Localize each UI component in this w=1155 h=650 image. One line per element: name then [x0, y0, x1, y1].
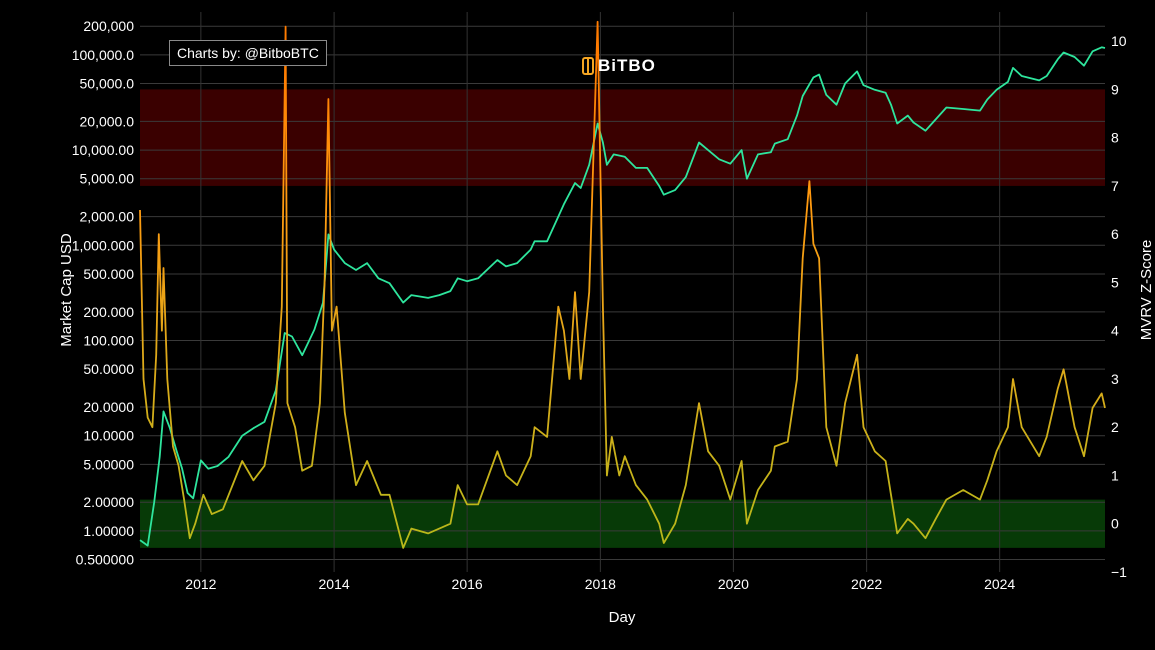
zone-undervalued: [140, 499, 1105, 548]
series-layer: [139, 20, 1106, 549]
y-left-tick-label: 200,000: [83, 18, 134, 34]
y-right-tick-label: 5: [1111, 274, 1119, 290]
y-left-tick-label: 20.0000: [83, 399, 134, 415]
y-right-axis-title: MVRV Z-Score: [1138, 240, 1155, 341]
y-left-tick-label: 20,000.0: [80, 113, 135, 129]
y-right-tick-label: 8: [1111, 130, 1119, 146]
y-left-tick-label: 0.500000: [76, 552, 135, 568]
x-tick-label: 2018: [585, 576, 616, 592]
y-right-tick-label: 0: [1111, 516, 1119, 532]
y-right-tick-label: 9: [1111, 81, 1119, 97]
x-axis-ticks: 2012 2014 2016 2018 2020 2022 2024: [185, 576, 1015, 592]
zone-bands: [140, 89, 1105, 548]
x-axis-title: Day: [609, 609, 636, 626]
y-left-tick-label: 200.000: [83, 304, 134, 320]
y-left-tick-label: 1.00000: [83, 523, 134, 539]
x-tick-label: 2020: [718, 576, 749, 592]
y-right-tick-label: −1: [1111, 564, 1127, 580]
y-right-tick-label: 1: [1111, 467, 1119, 483]
x-tick-label: 2016: [452, 576, 483, 592]
y-right-tick-label: 10: [1111, 33, 1127, 49]
y-left-tick-label: 10,000.00: [72, 142, 134, 158]
y-left-tick-label: 10.0000: [83, 428, 134, 444]
y-left-tick-label: 2,000.00: [80, 209, 135, 225]
y-left-tick-label: 50,000.0: [80, 76, 135, 92]
y-right-tick-label: 2: [1111, 419, 1119, 435]
y-left-tick-label: 100,000.0: [72, 47, 134, 63]
y-left-tick-label: 50.0000: [83, 361, 134, 377]
y-left-tick-label: 5,000.00: [80, 171, 135, 187]
y-left-tick-label: 500.000: [83, 266, 134, 282]
x-tick-label: 2022: [851, 576, 882, 592]
left-axis-ticks: 200,000 100,000.0 50,000.0 20,000.0 10,000.0…: [72, 18, 135, 567]
chart-credit-label: Charts by: @BitboBTC: [169, 40, 327, 66]
zone-overvalued: [140, 89, 1105, 186]
bitbo-logo: BiTBO: [582, 56, 656, 76]
y-right-tick-label: 4: [1111, 323, 1119, 339]
y-right-tick-label: 7: [1111, 178, 1119, 194]
x-tick-label: 2014: [319, 576, 350, 592]
series-line-mvrv_z_score: [139, 20, 1106, 549]
x-tick-label: 2024: [984, 576, 1015, 592]
y-left-tick-label: 100.000: [83, 332, 134, 348]
y-left-axis-title: Market Cap USD: [58, 233, 75, 347]
y-right-tick-label: 6: [1111, 226, 1119, 242]
x-tick-label: 2012: [185, 576, 216, 592]
y-left-tick-label: 5.00000: [83, 456, 134, 472]
y-right-tick-label: 3: [1111, 371, 1119, 387]
y-left-tick-label: 1,000.000: [72, 237, 134, 253]
bitbo-logo-icon: [582, 57, 594, 75]
y-left-tick-label: 2.00000: [83, 494, 134, 510]
bitbo-logo-text: BiTBO: [598, 56, 656, 75]
